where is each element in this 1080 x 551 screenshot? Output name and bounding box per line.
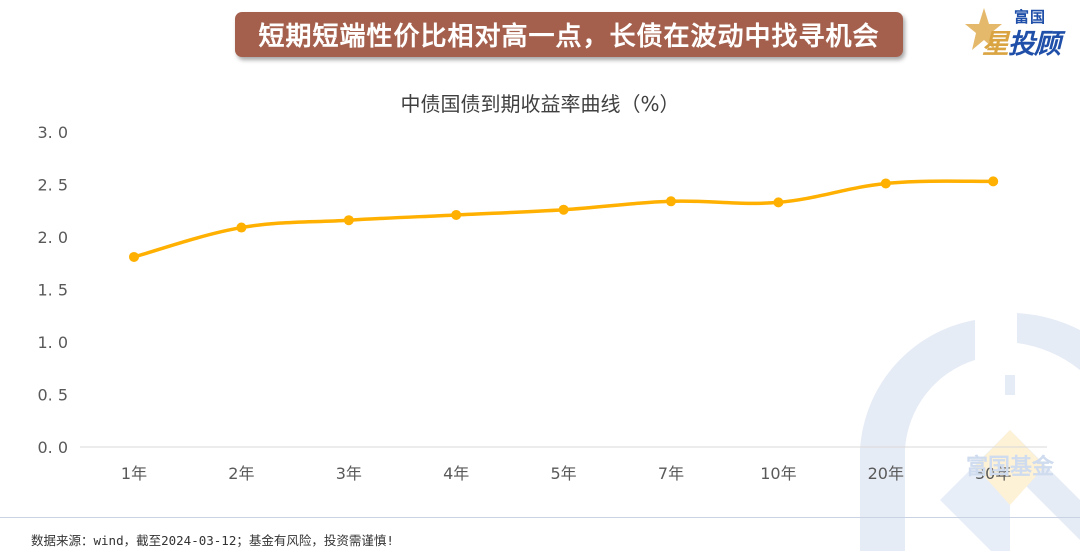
- data-points: [129, 176, 999, 262]
- watermark-text: 富国基金: [966, 454, 1055, 480]
- data-point-marker: [988, 176, 999, 187]
- chart-title: 中债国债到期收益率曲线（%）: [400, 92, 680, 116]
- x-tick-label: 2年: [228, 464, 254, 483]
- x-tick-label: 10年: [760, 464, 796, 483]
- brand-logo: 富国 星投顾: [962, 4, 1077, 60]
- logo-rest-chars: 投顾: [1008, 29, 1061, 60]
- data-point-marker: [236, 222, 247, 233]
- headline-banner: 短期短端性价比相对高一点，长债在波动中找寻机会: [235, 12, 903, 57]
- y-tick-label: 1. 0: [37, 333, 68, 352]
- y-tick-label: 2. 0: [37, 228, 68, 247]
- data-point-marker: [451, 209, 462, 220]
- y-tick-label: 2. 5: [37, 176, 68, 195]
- star-icon: [965, 8, 1002, 50]
- data-point-marker: [666, 196, 676, 207]
- chart-axes: 0. 0 0. 5 1. 0 1. 5 2. 0 2. 5 3. 0 1年 2年 3年 4年 5年 7年…: [37, 123, 1047, 483]
- logo-star-char: 星: [982, 29, 1009, 60]
- x-tick-label: 5年: [551, 464, 577, 483]
- x-tick-label: 20年: [868, 464, 904, 483]
- data-point-marker: [129, 251, 139, 262]
- y-tick-label: 0. 0: [37, 438, 68, 457]
- logo-brand-text: 富国: [1014, 8, 1047, 26]
- y-tick-label: 3. 0: [37, 123, 68, 142]
- data-point-marker: [558, 204, 569, 215]
- x-tick-label: 3年: [336, 464, 362, 483]
- data-point-marker: [343, 215, 354, 226]
- x-tick-label: 30年: [975, 464, 1011, 483]
- y-tick-label: 0. 5: [37, 386, 68, 405]
- x-tick-label: 7年: [658, 464, 684, 483]
- x-tick-label: 1年: [121, 464, 147, 483]
- source-note: 数据来源：wind，截至2024-03-12；基金有风险，投资需谨慎!: [31, 533, 394, 548]
- watermark-logo-icon: [860, 313, 1080, 551]
- data-point-marker: [773, 197, 784, 208]
- headline-text: 短期短端性价比相对高一点，长债在波动中找寻机会: [258, 22, 880, 52]
- logo-product-text: 星投顾: [982, 22, 1061, 61]
- y-tick-label: 1. 5: [37, 281, 68, 300]
- footer-divider: [0, 517, 1080, 518]
- x-tick-label: 4年: [443, 464, 469, 483]
- data-point-marker: [880, 178, 891, 189]
- yield-curve-line: [132, 179, 995, 259]
